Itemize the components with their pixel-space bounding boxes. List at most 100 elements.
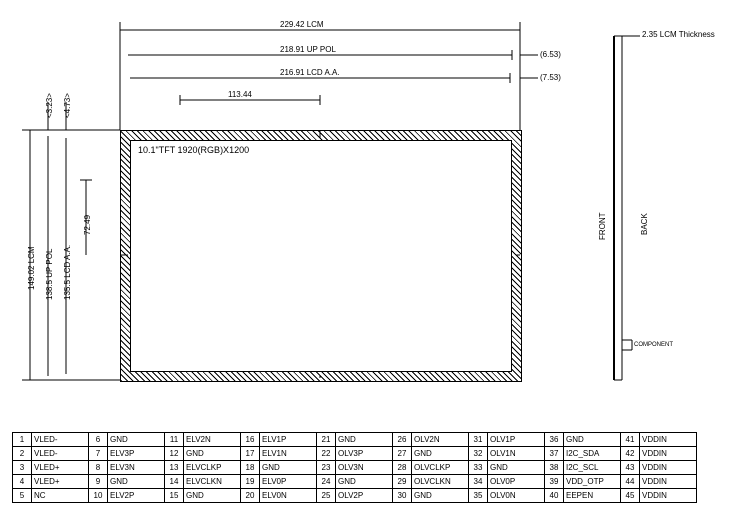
pin-number: 42 xyxy=(621,447,640,461)
pin-number: 34 xyxy=(469,475,488,489)
pin-signal: GND xyxy=(412,447,469,461)
pin-signal: VDDIN xyxy=(640,447,697,461)
pin-number: 20 xyxy=(241,489,260,503)
pin-number: 36 xyxy=(545,433,564,447)
pin-signal: ELVCLKP xyxy=(184,461,241,475)
pin-number: 14 xyxy=(165,475,184,489)
pin-number: 31 xyxy=(469,433,488,447)
pin-signal: VLED- xyxy=(32,447,89,461)
pin-signal: ELV1N xyxy=(260,447,317,461)
pin-signal: OLV2P xyxy=(336,489,393,503)
pin-number: 11 xyxy=(165,433,184,447)
pin-number: 28 xyxy=(393,461,412,475)
pin-signal: OLV1N xyxy=(488,447,545,461)
pin-row: 1VLED-6GND11ELV2N16ELV1P21GND26OLV2N31OL… xyxy=(13,433,697,447)
pin-signal: GND xyxy=(488,461,545,475)
dim-thickness: 2.35 LCM Thickness xyxy=(642,30,715,39)
pin-signal: VDDIN xyxy=(640,489,697,503)
dim-uppol-w: 218.91 UP POL xyxy=(280,45,336,54)
pin-signal: VDDIN xyxy=(640,475,697,489)
label-component: COMPONENT xyxy=(634,342,673,348)
dim-off-b: <4.73> xyxy=(63,93,72,118)
pin-number: 5 xyxy=(13,489,32,503)
label-front: FRONT xyxy=(598,212,607,240)
dim-lcm-w: 229.42 LCM xyxy=(280,20,324,29)
pin-signal: ELV0P xyxy=(260,475,317,489)
pin-row: 4VLED+9GND14ELVCLKN19ELV0P24GND29OLVCLKN… xyxy=(13,475,697,489)
pin-signal: OLVCLKP xyxy=(412,461,469,475)
dim-uppol-off: (6.53) xyxy=(540,50,561,59)
pin-signal: OLV0P xyxy=(488,475,545,489)
pin-number: 19 xyxy=(241,475,260,489)
dim-lcdaa-w: 216.91 LCD A.A. xyxy=(280,68,340,77)
pin-signal: OLVCLKN xyxy=(412,475,469,489)
pin-number: 1 xyxy=(13,433,32,447)
pin-number: 9 xyxy=(89,475,108,489)
label-back: BACK xyxy=(640,213,649,235)
pin-number: 8 xyxy=(89,461,108,475)
pin-signal: I2C_SCL xyxy=(564,461,621,475)
pin-number: 7 xyxy=(89,447,108,461)
pin-signal: ELV0N xyxy=(260,489,317,503)
pin-row: 2VLED-7ELV3P12GND17ELV1N22OLV3P27GND32OL… xyxy=(13,447,697,461)
pin-signal: GND xyxy=(336,433,393,447)
pin-signal: ELV2P xyxy=(108,489,165,503)
pin-number: 17 xyxy=(241,447,260,461)
pin-signal: GND xyxy=(108,475,165,489)
pin-number: 16 xyxy=(241,433,260,447)
pin-number: 12 xyxy=(165,447,184,461)
pin-number: 24 xyxy=(317,475,336,489)
pin-number: 39 xyxy=(545,475,564,489)
pin-signal: VDDIN xyxy=(640,433,697,447)
pin-number: 32 xyxy=(469,447,488,461)
pin-signal: VLED+ xyxy=(32,461,89,475)
pin-signal: GND xyxy=(184,447,241,461)
pin-signal: NC xyxy=(32,489,89,503)
pin-number: 40 xyxy=(545,489,564,503)
tft-label: 10.1"TFT 1920(RGB)X1200 xyxy=(138,145,249,155)
pin-signal: VDDIN xyxy=(640,461,697,475)
pin-table: 1VLED-6GND11ELV2N16ELV1P21GND26OLV2N31OL… xyxy=(12,432,697,503)
pin-signal: GND xyxy=(108,433,165,447)
dim-half-w: 113.44 xyxy=(228,90,252,99)
dim-uppol-h: 138.5 UP POL xyxy=(45,249,54,300)
pin-signal: OLV3N xyxy=(336,461,393,475)
pin-signal: OLV1P xyxy=(488,433,545,447)
pin-signal: OLV0N xyxy=(488,489,545,503)
pin-number: 2 xyxy=(13,447,32,461)
pin-signal: ELV3P xyxy=(108,447,165,461)
pin-number: 37 xyxy=(545,447,564,461)
pin-number: 38 xyxy=(545,461,564,475)
pin-number: 27 xyxy=(393,447,412,461)
pin-signal: ELV1P xyxy=(260,433,317,447)
pin-number: 29 xyxy=(393,475,412,489)
dim-lcm-h: 149.02 LCM xyxy=(27,246,36,290)
pin-signal: GND xyxy=(412,489,469,503)
dim-lcdaa-h: 135.5 LCD A.A. xyxy=(63,245,72,300)
pin-number: 21 xyxy=(317,433,336,447)
pin-number: 45 xyxy=(621,489,640,503)
pin-signal: VLED- xyxy=(32,433,89,447)
pin-number: 15 xyxy=(165,489,184,503)
pin-number: 41 xyxy=(621,433,640,447)
pin-number: 25 xyxy=(317,489,336,503)
pin-row: 3VLED+8ELV3N13ELVCLKP18GND23OLV3N28OLVCL… xyxy=(13,461,697,475)
pin-signal: I2C_SDA xyxy=(564,447,621,461)
pin-signal: ELVCLKN xyxy=(184,475,241,489)
pin-number: 13 xyxy=(165,461,184,475)
pin-signal: VLED+ xyxy=(32,475,89,489)
pin-signal: GND xyxy=(564,433,621,447)
pin-signal: ELV3N xyxy=(108,461,165,475)
pin-signal: OLV3P xyxy=(336,447,393,461)
pin-number: 22 xyxy=(317,447,336,461)
pin-number: 10 xyxy=(89,489,108,503)
pin-signal: VDD_OTP xyxy=(564,475,621,489)
pin-signal: EEPEN xyxy=(564,489,621,503)
pin-number: 4 xyxy=(13,475,32,489)
pin-row: 5NC10ELV2P15GND20ELV0N25OLV2P30GND35OLV0… xyxy=(13,489,697,503)
dim-off-a: <3.23> xyxy=(45,93,54,118)
pin-number: 30 xyxy=(393,489,412,503)
dim-lcdaa-off: (7.53) xyxy=(540,73,561,82)
pin-signal: GND xyxy=(184,489,241,503)
pin-number: 26 xyxy=(393,433,412,447)
